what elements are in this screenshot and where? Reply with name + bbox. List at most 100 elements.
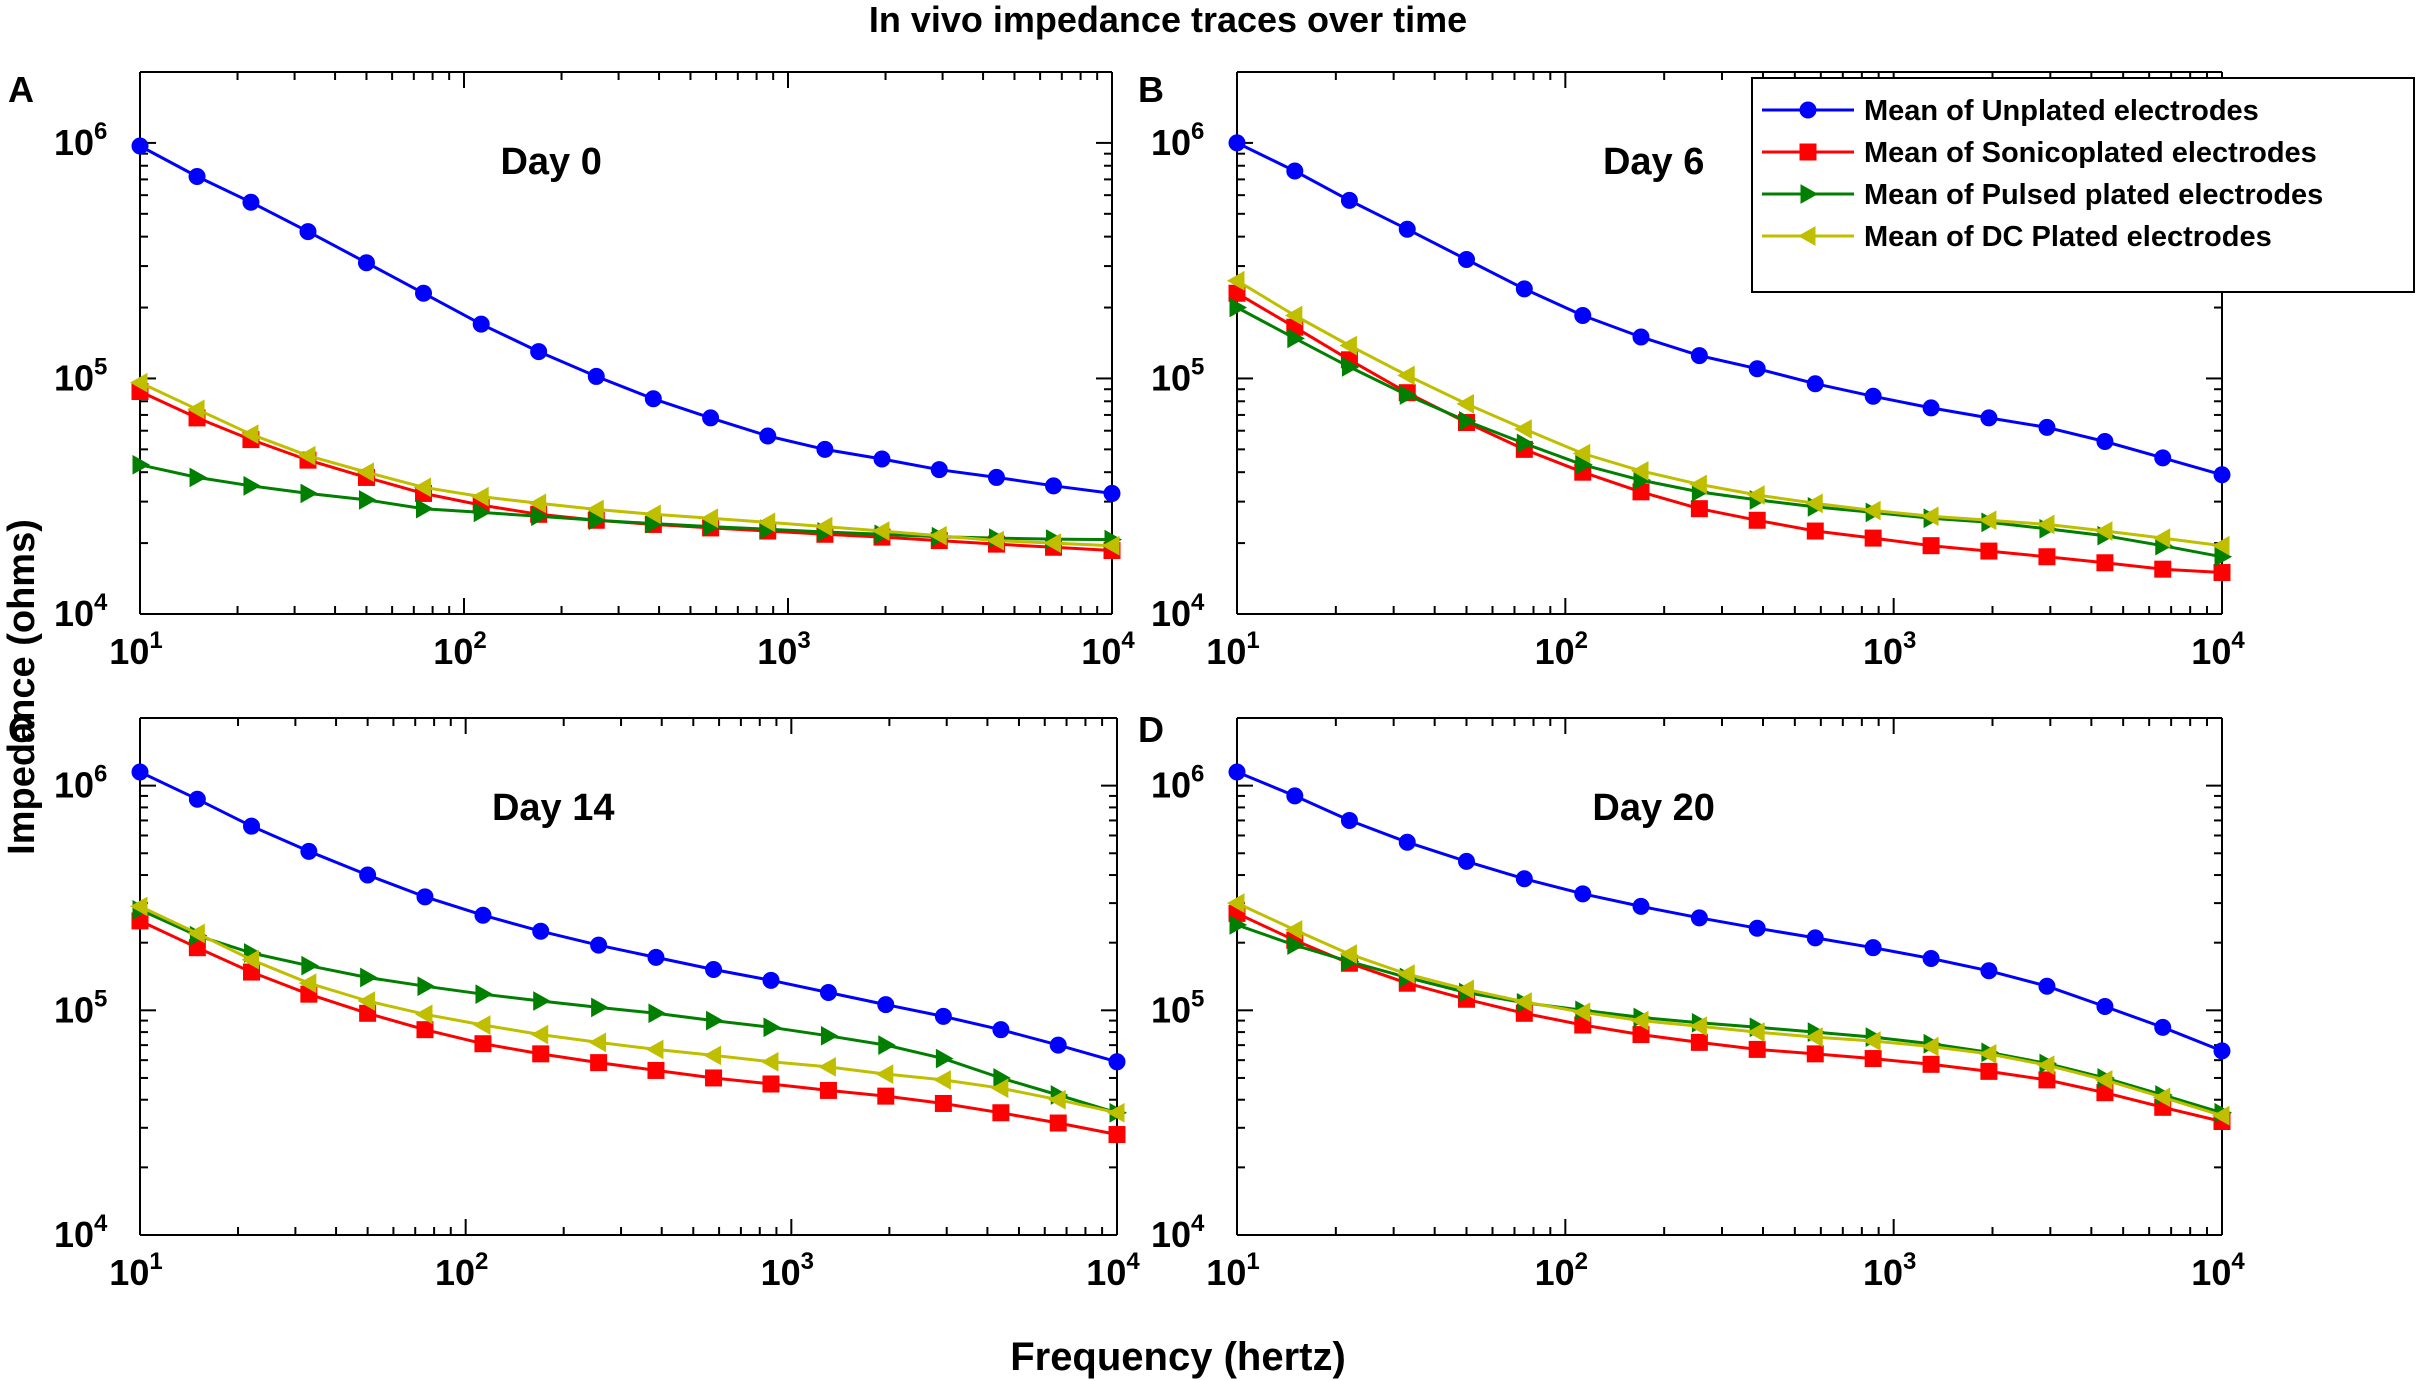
data-point [413, 477, 432, 498]
data-point [1864, 529, 1882, 547]
y-tick-label: 106 [1151, 761, 1204, 806]
data-point [1045, 477, 1063, 495]
y-tick-label: 104 [54, 589, 108, 634]
data-point [588, 1032, 607, 1053]
series-line [139, 381, 1113, 548]
data-point [819, 984, 837, 1002]
data-point [2094, 521, 2113, 541]
series-line [1236, 912, 2223, 1123]
x-tick-label: 102 [435, 1248, 488, 1293]
panel-letter: B [1138, 69, 1164, 110]
series-circle [131, 763, 1126, 1071]
y-tick-label: 105 [54, 353, 107, 398]
panel-a: A 101 102 103 104 104 105 106 Day 0 [8, 69, 1135, 672]
data-point [471, 486, 489, 507]
data-point [1048, 1089, 1066, 1110]
data-point [1049, 1036, 1067, 1054]
series-line [1236, 291, 2223, 574]
data-point [187, 399, 205, 420]
data-point [1690, 347, 1708, 365]
data-point [757, 512, 776, 533]
data-point [1922, 950, 1940, 968]
data-point [1103, 484, 1121, 502]
data-point [1226, 893, 1245, 913]
data-point [1980, 409, 1998, 427]
data-point [131, 763, 149, 781]
panel-title: Day 14 [492, 787, 615, 829]
data-point [1747, 1022, 1765, 1042]
data-point [531, 506, 549, 527]
x-tick-label: 103 [757, 627, 810, 672]
data-point [2036, 514, 2055, 535]
series-line [1236, 279, 2223, 548]
data-point [2154, 449, 2172, 467]
series-line [139, 144, 1113, 495]
series-line [139, 390, 1113, 552]
series-triangle-right [132, 899, 1128, 1123]
series-line [1236, 901, 2223, 1118]
data-point [188, 790, 206, 808]
legend-marker [1799, 143, 1817, 161]
x-tick-label: 104 [2191, 627, 2245, 672]
data-point [415, 284, 433, 302]
data-point [588, 510, 607, 531]
data-point [472, 315, 490, 333]
data-point [762, 971, 780, 989]
panel-letter: C [8, 709, 34, 750]
data-point [300, 842, 318, 860]
series-circle [1228, 134, 2231, 484]
data-point [878, 1035, 896, 1055]
x-tick-label: 101 [1206, 627, 1259, 672]
data-point [475, 984, 493, 1005]
series-circle [131, 137, 1121, 502]
data-point [240, 424, 259, 445]
data-point [1397, 964, 1415, 984]
series-line [139, 919, 1118, 1136]
data-point [706, 1010, 724, 1031]
series-square [131, 383, 1121, 560]
data-point [1630, 1010, 1649, 1031]
series-circle [1228, 763, 2231, 1060]
legend-marker [1799, 101, 1817, 119]
data-point [759, 427, 777, 445]
data-point [987, 468, 1005, 486]
data-point [1747, 485, 1765, 505]
data-point [873, 450, 891, 468]
data-point [1049, 1114, 1067, 1132]
data-point [532, 922, 550, 940]
data-point [934, 1094, 952, 1112]
legend-box [1751, 77, 2415, 293]
series-triangle-left [1226, 893, 2230, 1126]
data-point [1286, 787, 1304, 805]
legend: Mean of Unplated electrodes Mean of Sonic… [1751, 77, 2415, 293]
data-point [820, 1025, 839, 1046]
data-point [473, 502, 492, 523]
data-point [763, 1017, 782, 1038]
legend-entry: Mean of Unplated electrodes [1762, 95, 2259, 127]
data-point [1226, 270, 1245, 291]
data-point [877, 1087, 895, 1105]
x-tick-label: 103 [761, 1248, 814, 1293]
series-line [1236, 923, 2223, 1115]
data-point [992, 1021, 1010, 1039]
data-point [1456, 979, 1474, 1000]
data-point [1864, 1050, 1882, 1068]
data-point [1806, 375, 1824, 393]
data-point [818, 1057, 836, 1077]
data-point [1978, 1044, 1997, 1064]
data-point [416, 1021, 434, 1039]
data-point [705, 1069, 723, 1087]
data-point [417, 976, 435, 997]
series-line [139, 770, 1118, 1064]
data-point [1980, 962, 1998, 980]
data-point [300, 483, 319, 504]
data-point [1922, 1055, 1940, 1073]
data-point [1515, 870, 1533, 888]
data-point [533, 991, 551, 1011]
data-point [1689, 1016, 1707, 1037]
data-point [1456, 394, 1474, 414]
panel-b: B 101 102 103 104 104 105 106 Day 6 [1138, 69, 2245, 672]
y-axis-label: Impedance (ohms) [1, 519, 43, 855]
legend-label: Mean of Sonicoplated electrodes [1864, 137, 2317, 169]
